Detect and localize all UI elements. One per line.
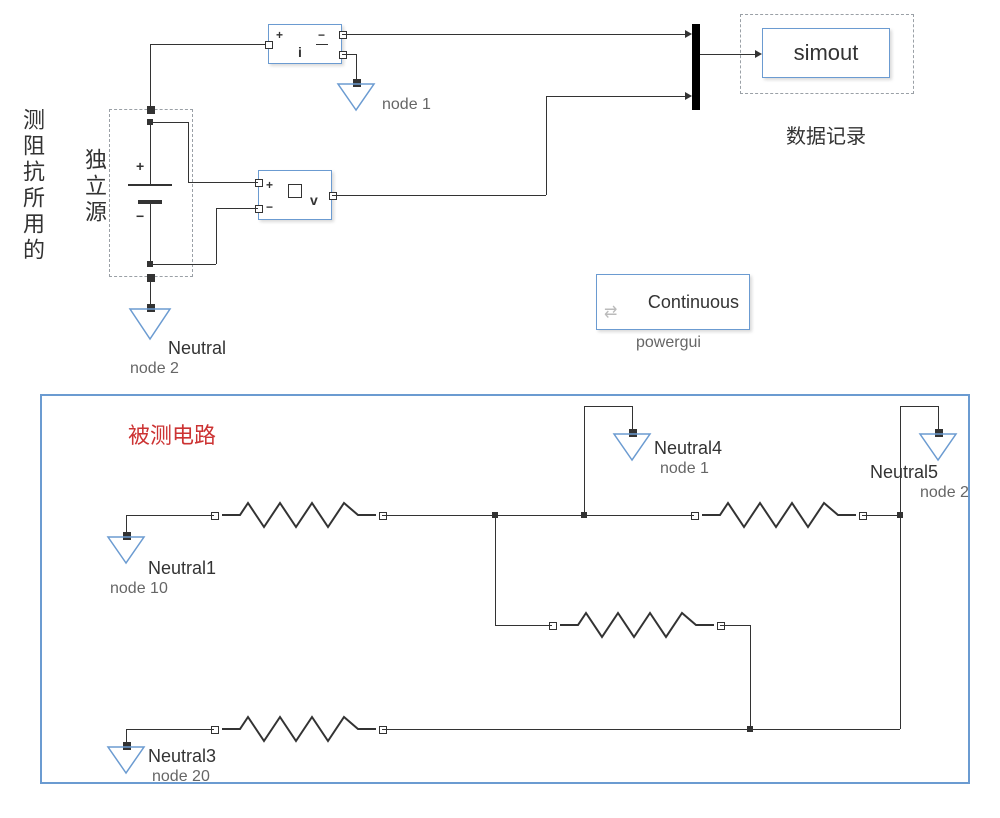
r4-port-right xyxy=(379,726,387,734)
vsensor-port-left-top xyxy=(255,179,263,187)
isensor-plus-icon: + xyxy=(276,28,283,42)
wire-isensor-neutral xyxy=(356,54,357,82)
resistor-r2 xyxy=(702,500,856,535)
wire-bottom-row xyxy=(382,729,900,730)
r2-port-left xyxy=(691,512,699,520)
wire-vminus-h1 xyxy=(150,264,216,265)
diagram-canvas: 测阻抗所用的 独立源 + − + − i node 1 + xyxy=(0,0,1000,818)
vsensor-port-left-bot xyxy=(255,205,263,213)
r3-port-right xyxy=(717,622,725,630)
arrow-vsensor-mux-icon xyxy=(685,92,692,100)
arrow-isensor-mux-icon xyxy=(685,30,692,38)
neutral5-triangle-icon xyxy=(918,432,958,462)
wire-vplus-v xyxy=(188,122,189,182)
neutral3-label: Neutral3 xyxy=(148,746,216,767)
wire-neutral5-h xyxy=(900,406,938,407)
isensor-port-right-top xyxy=(339,31,347,39)
wire-src-bot-neutral xyxy=(150,277,151,307)
isensor-minus-icon: − xyxy=(318,28,325,42)
r1-port-left xyxy=(211,512,219,520)
wire-center-neutral4-h xyxy=(584,406,632,407)
circuit-panel xyxy=(40,394,970,784)
powergui-text: Continuous xyxy=(648,292,739,313)
wire-vsensor-h xyxy=(332,195,546,196)
neutral-node2-sublabel: node 2 xyxy=(130,360,179,378)
wire-r3-down xyxy=(750,625,751,729)
wire-vplus-h1 xyxy=(150,122,188,123)
wire-r1-center xyxy=(382,515,694,516)
neutral1-sublabel: node 10 xyxy=(110,580,168,598)
simout-block: simout xyxy=(762,28,890,78)
wire-right-vertical xyxy=(900,515,901,729)
vsensor-plus-icon: + xyxy=(266,178,273,192)
battery-minus-icon: − xyxy=(136,208,144,224)
simout-caption: 数据记录 xyxy=(786,120,866,149)
wire-top-to-isensor xyxy=(150,44,268,45)
vertical-label-left: 测阻抗所用的 xyxy=(16,108,48,264)
resistor-r3 xyxy=(560,610,714,645)
neutral4-label: Neutral4 xyxy=(654,438,722,459)
wire-src-top-vert xyxy=(150,44,151,109)
wire-vminus-v xyxy=(216,208,217,264)
neutral-node2-label: Neutral xyxy=(168,338,226,359)
wire-center-neutral4-v xyxy=(584,406,585,448)
wire-center-up xyxy=(584,448,585,515)
wire-isensor-mux xyxy=(342,34,685,35)
simout-text: simout xyxy=(794,40,859,66)
mux-block xyxy=(692,24,700,110)
isensor-letter: i xyxy=(298,44,302,60)
battery-plus-icon: + xyxy=(136,158,144,174)
r3-port-left xyxy=(549,622,557,630)
vsensor-letter: v xyxy=(310,192,318,208)
battery-long-plate xyxy=(128,184,172,186)
wire-vsensor-h2 xyxy=(546,96,685,97)
neutral5-label: Neutral5 xyxy=(870,462,938,483)
source-dashed-box xyxy=(109,109,193,277)
isensor-port-right-bot xyxy=(339,51,347,59)
vsensor-port-right xyxy=(329,192,337,200)
wire-center-down xyxy=(495,515,496,625)
neutral-node1-triangle-icon xyxy=(336,82,376,112)
port-source-top xyxy=(147,106,155,114)
isensor-port-left xyxy=(265,41,273,49)
wire-vminus-h2 xyxy=(216,208,258,209)
resistor-r4 xyxy=(222,714,376,749)
neutral3-sublabel: node 20 xyxy=(152,768,210,786)
neutral4-sublabel: node 1 xyxy=(660,460,709,478)
vsensor-minus-icon: − xyxy=(266,200,273,214)
wire-neutral1-h xyxy=(126,515,214,516)
wire-neutral3-h xyxy=(126,729,214,730)
port-source-bottom xyxy=(147,274,155,282)
r4-port-left xyxy=(211,726,219,734)
powergui-icon: ⇄ xyxy=(604,302,617,322)
wire-r2-right xyxy=(862,515,900,516)
isensor-underline xyxy=(316,44,328,45)
wire-isensor-neutral-h xyxy=(342,54,357,55)
neutral5-sublabel: node 2 xyxy=(920,484,969,502)
junction-centerB xyxy=(581,512,587,518)
resistor-r1 xyxy=(222,500,376,535)
wire-neutral5-v xyxy=(900,406,901,515)
wire-r3-right xyxy=(720,625,750,626)
neutral-node2-triangle-icon xyxy=(128,307,172,341)
r1-port-right xyxy=(379,512,387,520)
vsensor-inner-box-icon xyxy=(288,184,302,198)
neutral4-triangle-icon xyxy=(612,432,652,462)
neutral-node1-sublabel: node 1 xyxy=(382,96,431,114)
r2-port-right xyxy=(859,512,867,520)
source-label: 独立源 xyxy=(78,148,110,226)
neutral3-triangle-icon xyxy=(106,745,146,775)
circuit-title: 被测电路 xyxy=(128,418,216,450)
powergui-block: Continuous xyxy=(596,274,750,330)
wire-batt-down xyxy=(150,204,151,264)
wire-vsensor-v xyxy=(546,96,547,195)
wire-to-r3 xyxy=(495,625,552,626)
wire-batt-up xyxy=(150,122,151,184)
neutral1-triangle-icon xyxy=(106,535,146,565)
powergui-label: powergui xyxy=(636,334,701,352)
wire-vplus-h2 xyxy=(188,182,258,183)
neutral1-label: Neutral1 xyxy=(148,558,216,579)
